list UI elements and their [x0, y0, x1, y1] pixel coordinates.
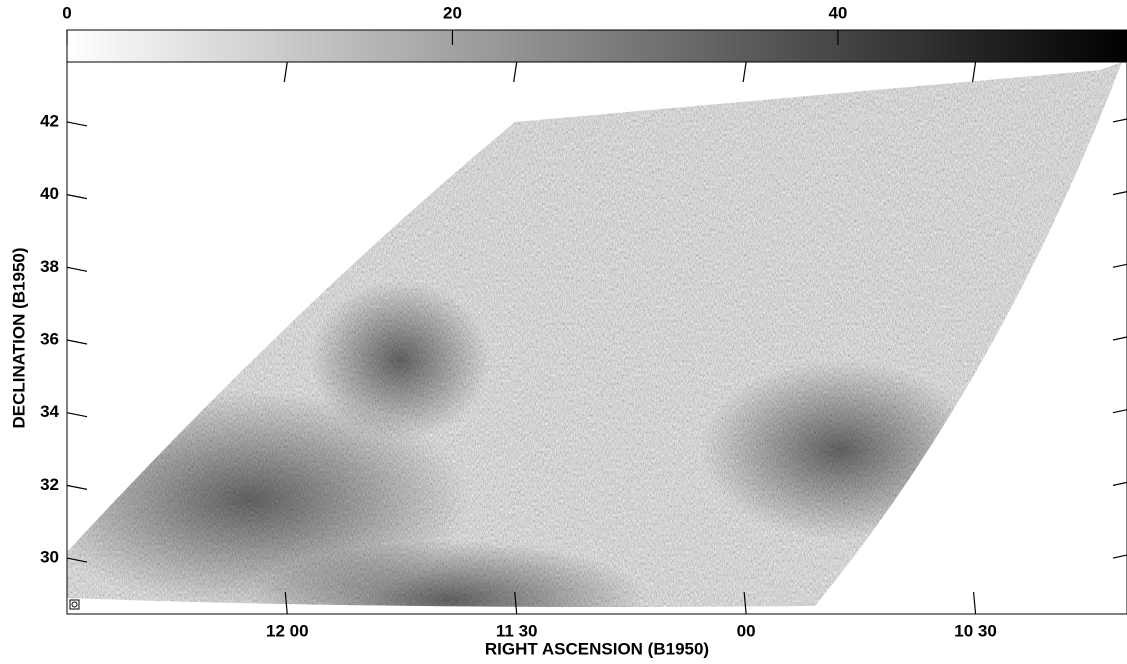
y-tick — [66, 557, 88, 563]
x-tick — [743, 591, 747, 615]
y-tick — [66, 339, 88, 345]
y-tick-label: 38 — [40, 257, 59, 276]
x-tick-label: 12 00 — [266, 621, 309, 640]
y-tick — [1112, 409, 1127, 414]
y-tick-label: 32 — [40, 475, 59, 494]
plot-frame — [66, 61, 1127, 615]
y-tick — [1112, 336, 1127, 341]
x-tick — [513, 61, 518, 83]
colorbar-tick-label: 0 — [62, 3, 71, 22]
x-tick — [284, 591, 288, 615]
y-tick — [1112, 118, 1127, 123]
y-tick — [1112, 481, 1127, 486]
x-tick — [283, 61, 288, 83]
y-tick-label: 34 — [40, 402, 59, 421]
y-tick — [1112, 263, 1127, 268]
sky-map — [67, 62, 1122, 607]
x-axis-label: RIGHT ASCENSION (B1950) — [485, 639, 709, 658]
y-tick-label: 40 — [40, 184, 59, 203]
x-tick-label: 00 — [737, 621, 756, 640]
y-tick — [66, 121, 88, 127]
x-tick-label: 10 30 — [954, 621, 997, 640]
colorbar — [66, 29, 1127, 63]
beam-marker — [69, 599, 80, 610]
colorbar-tick-label: 40 — [828, 3, 847, 22]
colorbar-tick-label: 20 — [443, 3, 462, 22]
y-axis-label: DECLINATION (B1950) — [9, 247, 28, 428]
y-tick — [66, 484, 88, 490]
x-tick — [972, 591, 977, 615]
x-tick — [971, 61, 977, 83]
y-tick — [1112, 554, 1127, 559]
x-tick-label: 11 30 — [496, 621, 538, 640]
x-tick — [742, 61, 747, 83]
y-tick — [66, 412, 88, 418]
y-tick — [66, 266, 88, 272]
y-tick-label: 36 — [40, 329, 59, 348]
y-tick-label: 42 — [40, 111, 59, 130]
x-tick — [514, 591, 518, 615]
beam-marker — [71, 601, 78, 608]
y-tick — [66, 194, 88, 200]
y-tick-label: 30 — [40, 548, 59, 567]
y-tick — [1112, 191, 1127, 196]
